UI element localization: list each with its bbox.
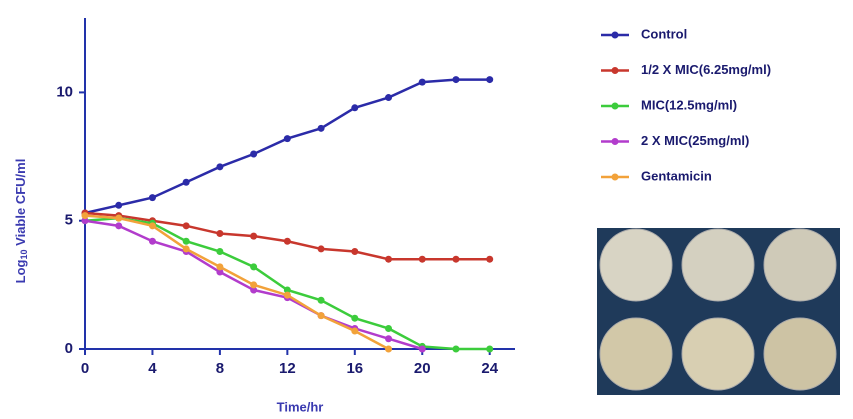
x-tick-label: 4 [148,360,157,377]
legend-label: MIC(12.5mg/ml) [641,97,737,112]
legend-marker [612,103,619,110]
data-point [385,94,392,101]
data-point [216,230,223,237]
data-point [183,238,190,245]
data-point [183,179,190,186]
data-point [82,212,89,219]
data-point [284,292,291,299]
data-point [385,256,392,263]
data-point [318,297,325,304]
data-point [419,256,426,263]
x-tick-label: 16 [346,360,363,377]
data-point [486,76,493,83]
x-tick-label: 24 [481,360,498,377]
data-point [351,315,358,322]
data-point [318,245,325,252]
data-point [250,150,257,157]
data-point [318,125,325,132]
data-point [149,222,156,229]
y-tick-label: 0 [65,340,73,357]
y-tick-label: 5 [65,212,73,229]
legend-marker [612,32,619,39]
data-point [250,281,257,288]
legend-label: 1/2 X MIC(6.25mg/ml) [641,62,771,77]
legend-marker [612,174,619,181]
y-tick-label: 10 [56,83,73,100]
data-point [486,256,493,263]
data-point [385,335,392,342]
data-point [284,135,291,142]
legend-label: Gentamicin [641,168,712,183]
x-tick-label: 8 [216,360,224,377]
x-axis-label: Time/hr [277,399,324,414]
data-point [351,328,358,335]
data-point [385,325,392,332]
data-point [115,202,122,209]
data-point [452,76,459,83]
series-line [85,213,490,259]
data-point [351,248,358,255]
data-point [385,346,392,353]
y-axis-label: Log10 Viable CFU/ml [13,159,29,284]
data-point [183,222,190,229]
data-point [216,163,223,170]
series-line [85,80,490,213]
data-point [250,233,257,240]
data-point [216,248,223,255]
data-point [318,312,325,319]
x-tick-label: 20 [414,360,431,377]
data-point [419,79,426,86]
data-point [183,245,190,252]
legend-marker [612,138,619,145]
data-point [115,222,122,229]
legend-label: 2 X MIC(25mg/ml) [641,133,749,148]
data-point [115,215,122,222]
data-point [452,346,459,353]
data-point [419,346,426,353]
chart: Time/hr Log10 Viable CFU/ml 0 5 10 0 4 8 12 16 2… [0,0,853,419]
data-point [149,194,156,201]
data-point [250,263,257,270]
legend-marker [612,67,619,74]
plate-photo [597,228,840,395]
x-tick-label: 0 [81,360,89,377]
data-point [351,104,358,111]
legend-label: Control [641,26,687,41]
data-point [452,256,459,263]
x-tick-label: 12 [279,360,296,377]
data-point [149,238,156,245]
data-point [486,346,493,353]
data-point [284,238,291,245]
data-point [216,263,223,270]
